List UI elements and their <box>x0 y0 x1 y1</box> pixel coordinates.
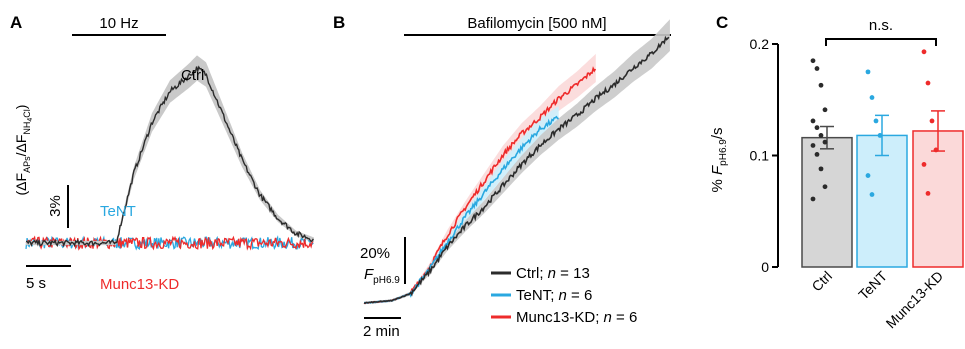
label-ctrl: Ctrl <box>181 67 204 84</box>
point-ctrl <box>822 139 828 145</box>
point-ctrl <box>822 184 828 190</box>
trace-ctrl <box>363 35 670 305</box>
significance-label: n.s. <box>869 17 893 34</box>
point-tent <box>869 95 875 100</box>
point-ctrl <box>810 118 816 124</box>
point-munc13kd <box>925 191 931 196</box>
point-ctrl <box>810 58 816 64</box>
panel-b-traces <box>363 19 670 305</box>
trace-munc <box>25 235 314 251</box>
c-y-tick-label: 0.2 <box>750 36 770 52</box>
stimulus-label: 10 Hz <box>99 15 138 32</box>
c-y-tick-label: 0.1 <box>750 148 770 164</box>
point-ctrl <box>810 143 816 148</box>
trace-tent-sem-band <box>364 106 559 305</box>
point-ctrl <box>814 125 820 131</box>
point-ctrl <box>818 133 824 138</box>
point-munc13kd <box>925 80 931 86</box>
panel-a-x-scale-label: 5 s <box>26 275 46 292</box>
point-munc13kd <box>933 147 939 153</box>
point-ctrl <box>810 196 816 202</box>
panel-c-ylabel: % FpH6.9/s <box>709 127 729 192</box>
point-tent <box>869 192 875 197</box>
panel-b-letter: B <box>333 13 345 32</box>
bar-ctrl <box>801 136 853 268</box>
panel-a: A 10 Hz (ΔFAPs/ΔFNH4Cl) 3% 5 s Ctrl TeNT… <box>10 13 314 293</box>
c-y-tick-label: 0 <box>761 259 769 275</box>
point-tent <box>865 69 871 75</box>
panel-c-letter: C <box>716 13 728 32</box>
trace-ctrl-sem-band <box>26 55 314 246</box>
trace-munc-sem-band <box>364 53 596 305</box>
legend-item-tent: TeNT; n = 6 <box>516 287 592 304</box>
c-x-tick-label: Ctrl <box>808 268 835 295</box>
point-munc13kd <box>921 162 927 167</box>
panel-a-traces <box>25 55 314 251</box>
panel-b-x-scale-label: 2 min <box>363 323 400 340</box>
point-tent <box>865 173 871 178</box>
panel-a-letter: A <box>10 13 22 32</box>
point-ctrl <box>818 166 824 172</box>
c-x-tick-label: TeNT <box>855 267 890 302</box>
point-tent <box>873 118 879 124</box>
point-munc13kd <box>921 49 927 55</box>
point-ctrl <box>814 151 820 157</box>
label-tent: TeNT <box>100 203 136 220</box>
legend-item-munc13kd: Munc13-KD; n = 6 <box>516 309 637 326</box>
legend: Ctrl; n = 13 TeNT; n = 6 Munc13-KD; n = … <box>491 265 637 326</box>
point-ctrl <box>814 66 820 71</box>
bar-munc13kd <box>912 130 964 268</box>
panel-a-ylabel: (ΔFAPs/ΔFNH4Cl) <box>13 105 34 196</box>
panel-b: B Bafilomycin [500 nM] 20% FpH6.9 2 min … <box>333 13 671 340</box>
panel-b-y-unit: FpH6.9 <box>364 266 400 286</box>
label-munc13kd: Munc13-KD <box>100 276 179 293</box>
panel-a-y-scale-label: 3% <box>47 195 64 217</box>
point-ctrl <box>818 82 824 88</box>
trace-ctrl-sem-band <box>364 19 670 305</box>
point-munc13kd <box>929 118 935 124</box>
significance-bracket <box>825 38 937 46</box>
treatment-label: Bafilomycin [500 nM] <box>467 15 606 32</box>
bar-tent <box>856 134 908 268</box>
c-x-tick-label: Munc13-KD <box>883 268 947 332</box>
point-ctrl <box>822 107 828 113</box>
panel-b-y-scale-label: 20% <box>360 245 390 262</box>
point-tent <box>877 133 883 138</box>
trace-ctrl <box>25 65 314 248</box>
legend-item-ctrl: Ctrl; n = 13 <box>516 265 590 282</box>
